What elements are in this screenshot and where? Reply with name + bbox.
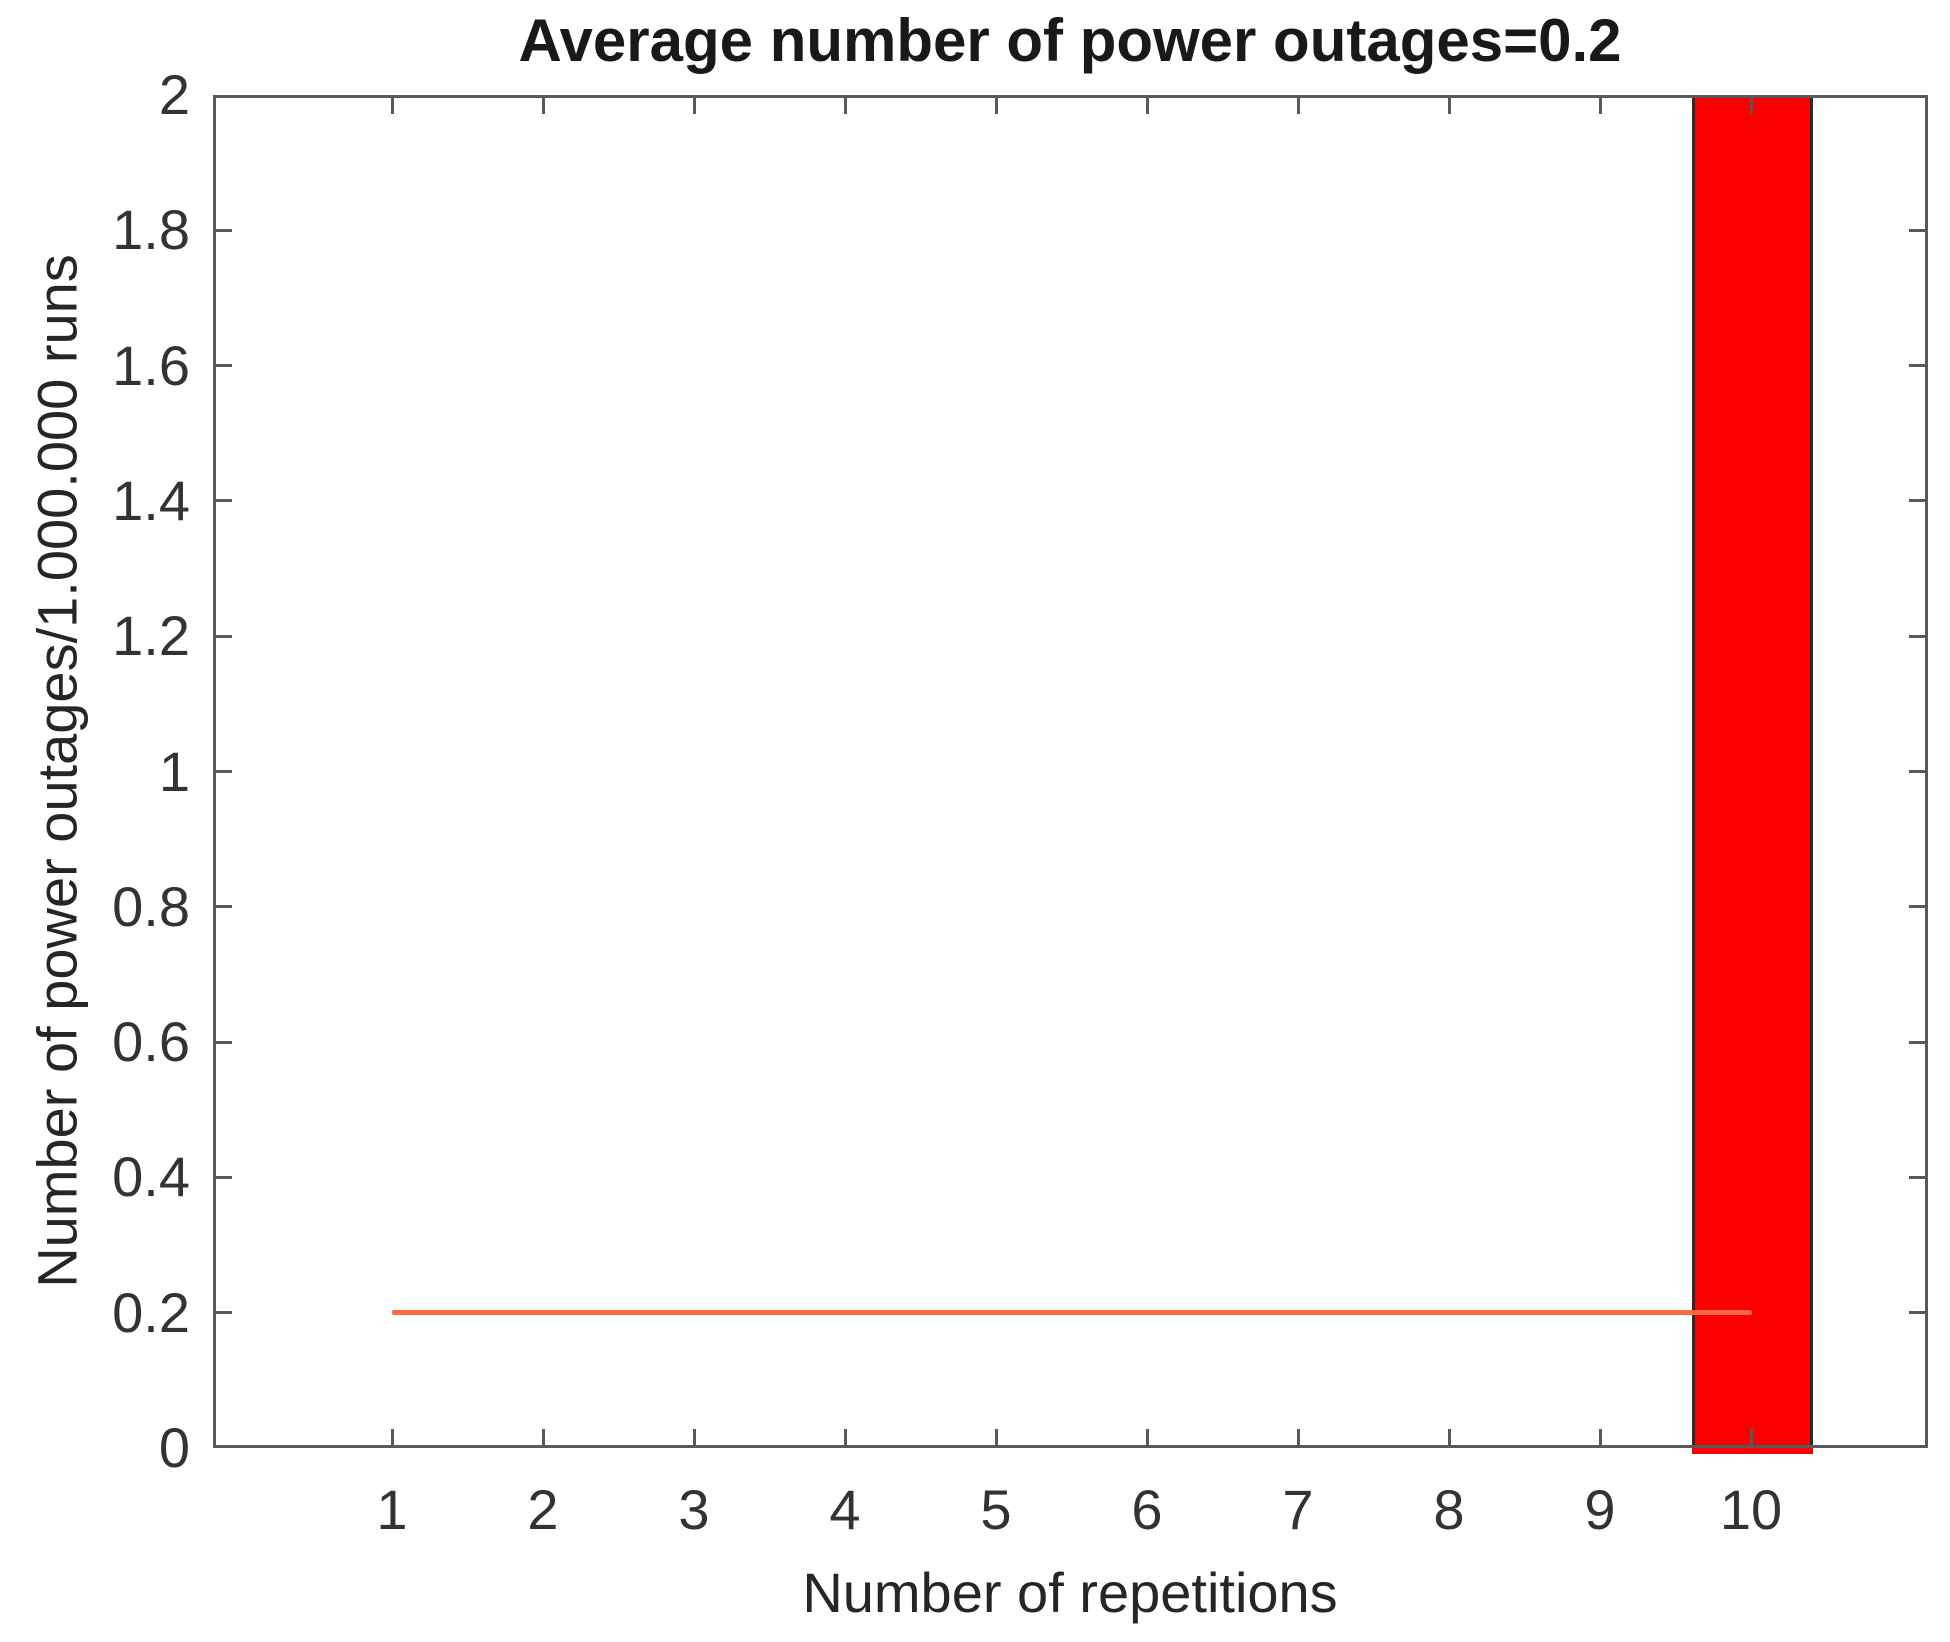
x-tick-label-5: 5 (980, 1478, 1012, 1541)
x-tick-label-4: 4 (829, 1478, 861, 1541)
x-tick-label-3: 3 (678, 1478, 710, 1541)
tick-mark (1447, 1429, 1451, 1445)
tick-mark (1296, 1429, 1300, 1445)
y-tick-label-0: 0 (158, 1416, 190, 1479)
tick-mark (541, 1429, 545, 1445)
tick-mark (216, 499, 232, 503)
tick-mark (1909, 499, 1925, 503)
x-tick-label-6: 6 (1131, 1478, 1163, 1541)
tick-mark (994, 98, 998, 114)
bar-x10 (1692, 98, 1813, 1445)
y-tick-label-1.4: 1.4 (112, 469, 190, 532)
y-tick-label-2: 2 (158, 63, 190, 126)
tick-mark (216, 634, 232, 638)
tick-mark (1909, 770, 1925, 773)
chart-title: Average number of power outages=0.2 (518, 7, 1622, 74)
tick-mark (1909, 364, 1925, 368)
tick-mark (1909, 905, 1925, 909)
y-tick-label-1: 1 (158, 740, 190, 803)
tick-mark (843, 98, 847, 114)
tick-mark (216, 1040, 232, 1044)
tick-mark (843, 1429, 847, 1445)
tick-mark (1909, 228, 1925, 232)
tick-mark (390, 1429, 394, 1445)
y-tick-label-0.6: 0.6 (112, 1010, 190, 1073)
x-axis-title: Number of repetitions (802, 1561, 1338, 1624)
x-tick-label-2: 2 (527, 1478, 559, 1541)
tick-mark (1749, 1429, 1753, 1445)
x-tick-label-8: 8 (1433, 1478, 1465, 1541)
reference-line (392, 1310, 1752, 1315)
y-tick-label-1.2: 1.2 (112, 604, 190, 667)
tick-mark (216, 1175, 232, 1179)
tick-mark (541, 98, 545, 114)
x-tick-label-7: 7 (1282, 1478, 1314, 1541)
tick-mark (1909, 634, 1925, 638)
y-tick-label-0.2: 0.2 (112, 1281, 190, 1344)
y-tick-label-1.8: 1.8 (112, 198, 190, 261)
tick-mark (1145, 98, 1149, 114)
tick-mark (1749, 98, 1753, 114)
tick-mark (216, 770, 232, 773)
tick-mark (692, 1429, 696, 1445)
tick-mark (216, 228, 232, 232)
y-tick-label-0.4: 0.4 (112, 1145, 190, 1208)
tick-mark (216, 364, 232, 368)
tick-mark (216, 905, 232, 909)
tick-mark (1447, 98, 1451, 114)
tick-mark (216, 1311, 232, 1315)
y-tick-label-0.8: 0.8 (112, 875, 190, 938)
plot-area (213, 95, 1928, 1448)
tick-mark (1145, 1429, 1149, 1445)
y-tick-label-1.6: 1.6 (112, 334, 190, 397)
tick-mark (390, 98, 394, 114)
tick-mark (1909, 1040, 1925, 1044)
tick-mark (1296, 98, 1300, 114)
tick-mark (1909, 1311, 1925, 1315)
bar-base-overhang (1692, 1448, 1813, 1454)
tick-mark (994, 1429, 998, 1445)
tick-mark (692, 98, 696, 114)
x-tick-label-1: 1 (376, 1478, 408, 1541)
x-tick-label-10: 10 (1719, 1478, 1783, 1541)
tick-mark (1598, 1429, 1602, 1445)
x-tick-label-9: 9 (1584, 1478, 1616, 1541)
tick-mark (1598, 98, 1602, 114)
tick-mark (1909, 1175, 1925, 1179)
